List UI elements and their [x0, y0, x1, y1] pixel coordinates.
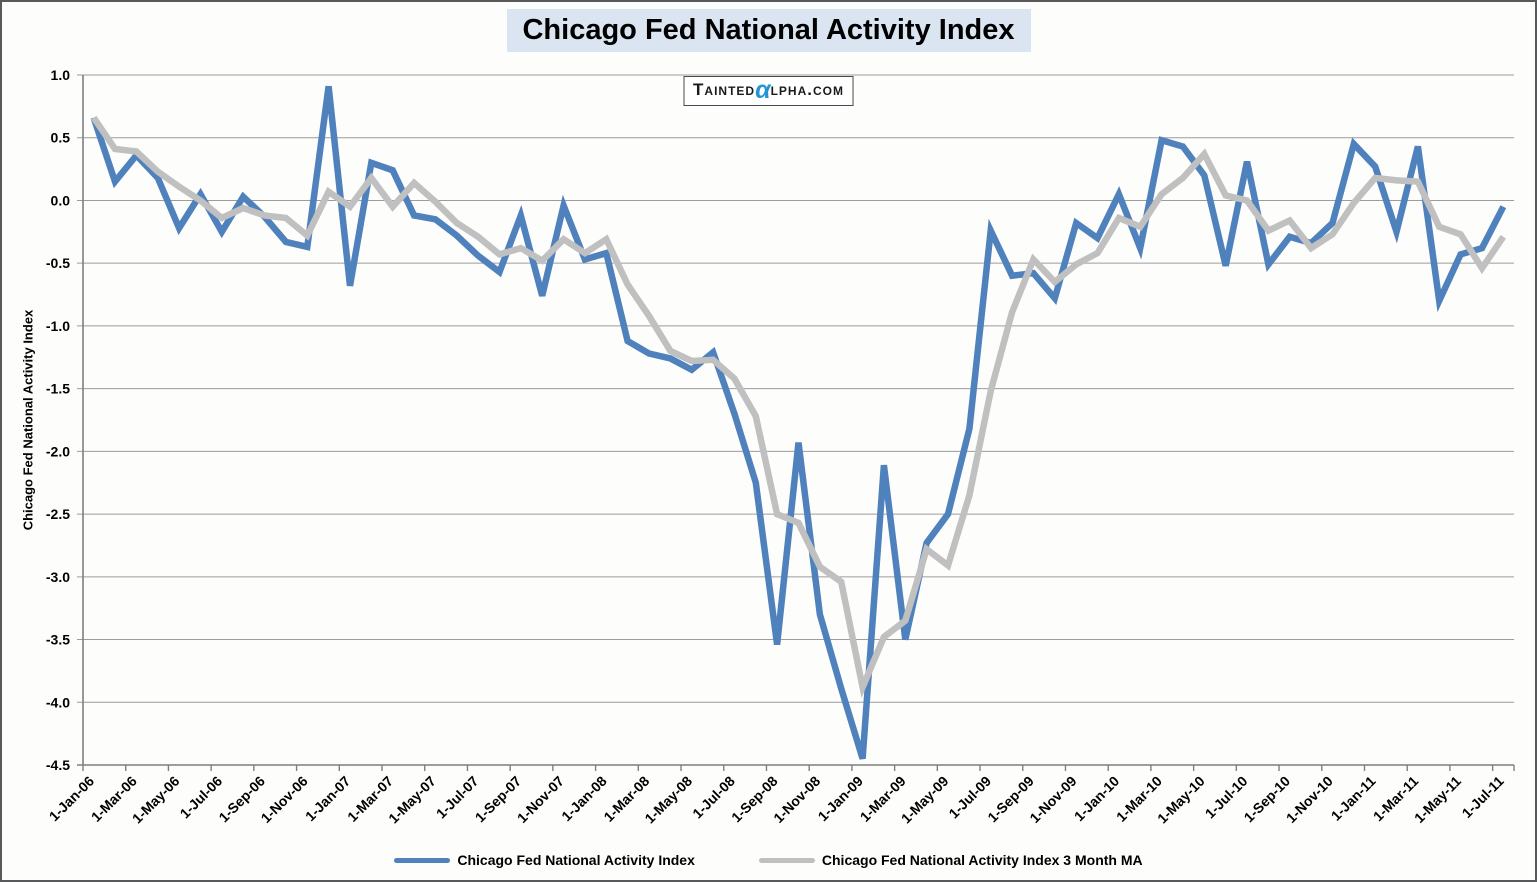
legend-label-ma3: Chicago Fed National Activity Index 3 Mo…: [821, 852, 1143, 868]
y-axis-label: -3.5: [46, 632, 70, 648]
y-axis-label: -4.5: [46, 757, 70, 773]
y-axis-label: -4.0: [46, 694, 70, 710]
x-axis-label: 1-Jul-11: [1459, 773, 1507, 821]
logo-alpha-glyph: α: [755, 76, 771, 104]
x-axis-label: 1-May-08: [641, 773, 695, 827]
chart-title: Chicago Fed National Activity Index: [506, 9, 1031, 52]
y-axis-label: -1.5: [46, 381, 70, 397]
x-axis-label: 1-May-11: [1411, 773, 1464, 826]
site-logo: Taintedαlpha.com: [683, 76, 854, 106]
legend-swatch-ma3: [758, 857, 815, 863]
series-cfnai-line: [90, 85, 1507, 760]
legend-label-index: Chicago Fed National Activity Index: [457, 852, 695, 868]
x-axis-label: 1-May-07: [385, 773, 439, 827]
y-axis-label: -0.5: [46, 255, 70, 271]
y-axis-label: -1.0: [46, 318, 70, 334]
y-axis-label: -2.5: [46, 506, 70, 522]
logo-text-suffix: lpha.com: [770, 80, 844, 99]
y-axis-label: -2.0: [46, 443, 70, 459]
y-axis-label: 0.5: [51, 130, 71, 146]
x-axis-label: 1-Nov-08: [770, 773, 823, 826]
legend-swatch-index: [394, 857, 451, 863]
x-axis-label: 1-May-09: [898, 773, 952, 827]
x-axis-label: 1-Nov-10: [1283, 773, 1336, 826]
x-axis-label: 1-Nov-09: [1026, 773, 1079, 826]
legend-item-index: Chicago Fed National Activity Index: [394, 852, 695, 868]
x-axis-label: 1-May-06: [129, 773, 183, 827]
legend: Chicago Fed National Activity Index Chic…: [2, 852, 1535, 868]
x-axis-label: 1-May-10: [1154, 773, 1208, 827]
x-axis-label: 1-Jan-11: [1328, 773, 1379, 824]
x-axis-label: 1-Nov-07: [514, 773, 567, 826]
x-axis-label: 1-Nov-06: [258, 773, 311, 826]
y-axis-label: 1.0: [51, 67, 71, 83]
y-axis-label: -3.0: [46, 569, 70, 585]
y-axis-label: 0.0: [51, 192, 71, 208]
legend-item-ma3: Chicago Fed National Activity Index 3 Mo…: [758, 852, 1143, 868]
logo-text-prefix: Tainted: [693, 80, 756, 99]
series-cfnai-ma3-line: [91, 115, 1506, 699]
